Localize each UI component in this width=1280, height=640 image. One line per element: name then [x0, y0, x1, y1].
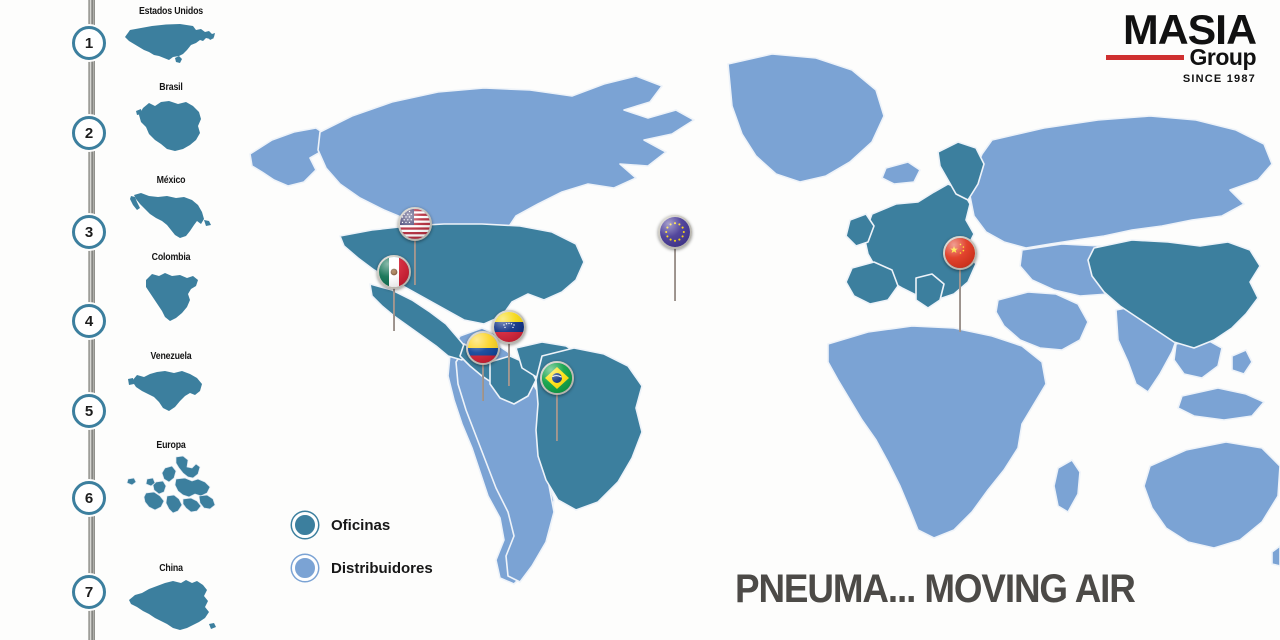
timeline-node-7[interactable]: 7 [72, 575, 106, 609]
country-list: Estados Unidos Brasil México [96, 0, 246, 640]
country-item-colombia[interactable]: Colombia [96, 252, 246, 329]
country-shape-china [96, 576, 246, 636]
map-pin-china[interactable] [943, 236, 977, 332]
country-shape-brazil [96, 95, 246, 157]
country-shape-europe [96, 453, 246, 525]
region-indonesia [1177, 387, 1265, 421]
country-item-china[interactable]: China [96, 563, 246, 636]
logo-group-text: Group [1189, 44, 1257, 70]
flag-china-icon [943, 236, 977, 270]
map-pin-brazil[interactable] [540, 361, 574, 441]
map-pin-mexico[interactable] [377, 255, 411, 331]
country-item-brasil[interactable]: Brasil [96, 82, 246, 157]
map-pin-europe[interactable] [658, 215, 692, 301]
country-shape-mexico [96, 188, 246, 250]
region-canada [317, 75, 695, 241]
pin-stem [556, 391, 558, 441]
pin-stem [393, 285, 395, 331]
country-label-europa: Europa [156, 440, 186, 451]
country-item-estados-unidos[interactable]: Estados Unidos [96, 6, 246, 71]
timeline-rail: 1 2 3 4 5 6 7 [0, 0, 106, 640]
logo-red-bar [1105, 55, 1184, 60]
tagline: PNEUMA... MOVING AIR [735, 567, 1136, 611]
country-label-colombia: Colombia [151, 252, 191, 263]
pin-stem [508, 340, 510, 386]
timeline-node-6[interactable]: 6 [72, 481, 106, 515]
country-shape-colombia [96, 265, 246, 329]
pin-stem [414, 237, 416, 285]
flag-europe-icon [658, 215, 692, 249]
timeline-node-2[interactable]: 2 [72, 116, 106, 150]
region-australia [1143, 441, 1280, 549]
country-label-estados-unidos: Estados Unidos [138, 6, 204, 17]
logo-subrow: Group [1066, 46, 1256, 69]
country-label-brasil: Brasil [159, 82, 183, 93]
flag-mexico-icon [377, 255, 411, 289]
map-pin-colombia[interactable] [466, 331, 500, 401]
timeline-node-3[interactable]: 3 [72, 215, 106, 249]
pin-stem [482, 361, 484, 401]
region-philippines [1231, 349, 1253, 375]
region-china [1087, 239, 1261, 349]
flag-usa-icon [398, 207, 432, 241]
legend-item-distribuidores[interactable]: Distribuidores [292, 555, 433, 581]
country-item-mexico[interactable]: México [96, 175, 246, 250]
region-italy [915, 273, 945, 309]
legend-label-distribuidores: Distribuidores [331, 559, 433, 577]
legend-swatch-offices [292, 512, 318, 538]
region-africa [827, 325, 1047, 539]
logo-brand-text: MASIA [1123, 6, 1257, 53]
region-iceland [881, 161, 921, 185]
region-uk [845, 213, 875, 247]
region-scandinavia [937, 141, 985, 201]
pin-stem [674, 245, 676, 301]
country-shape-usa [96, 19, 246, 71]
region-greenland [727, 53, 885, 183]
pin-stem [959, 266, 961, 332]
region-new-zealand [1271, 545, 1280, 567]
timeline-node-1[interactable]: 1 [72, 26, 106, 60]
country-label-venezuela: Venezuela [150, 351, 192, 362]
legend-item-oficinas[interactable]: Oficinas [292, 512, 433, 538]
region-middle-east [995, 291, 1089, 351]
timeline-node-4[interactable]: 4 [72, 304, 106, 338]
country-shape-venezuela [96, 364, 246, 422]
country-label-china: China [159, 563, 183, 574]
region-madagascar [1053, 459, 1081, 513]
region-alaska [249, 127, 329, 187]
brand-logo[interactable]: MASIA Group SINCE 1987 [1066, 9, 1257, 85]
region-russia [969, 115, 1273, 249]
timeline-node-5[interactable]: 5 [72, 394, 106, 428]
logo-since-text: SINCE 1987 [1182, 73, 1256, 85]
country-item-europa[interactable]: Europa [96, 440, 246, 525]
region-iberia [845, 261, 899, 305]
country-item-venezuela[interactable]: Venezuela [96, 351, 246, 422]
flag-brazil-icon [540, 361, 574, 395]
country-label-mexico: México [156, 175, 186, 186]
flag-colombia-icon [466, 331, 500, 365]
map-legend: Oficinas Distribuidores [292, 512, 433, 598]
world-map [232, 44, 1280, 624]
legend-label-oficinas: Oficinas [331, 516, 391, 534]
legend-swatch-distributors [292, 555, 318, 581]
